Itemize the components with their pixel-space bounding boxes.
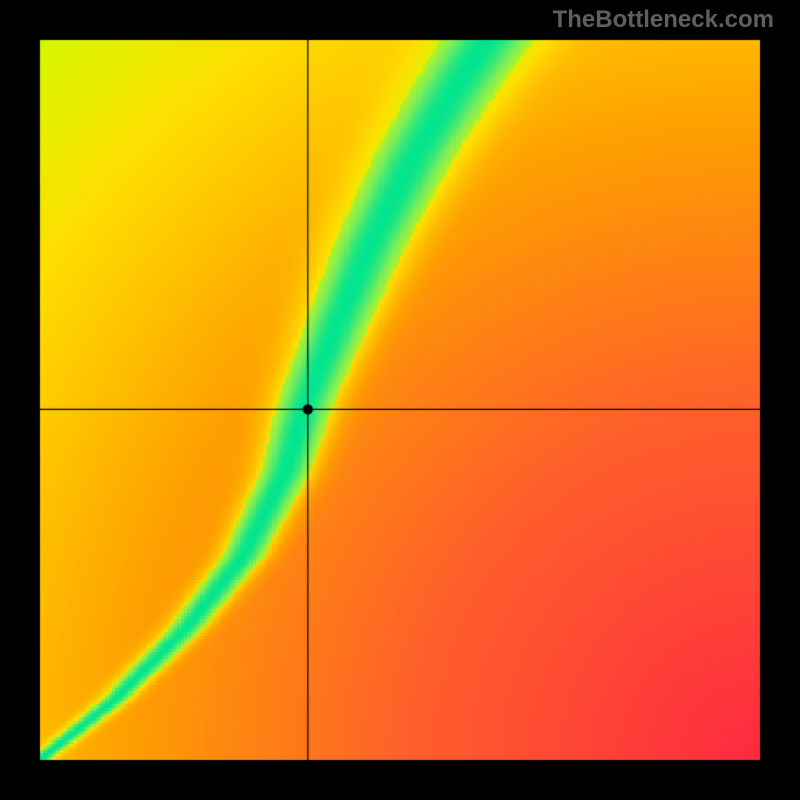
- watermark-text: TheBottleneck.com: [553, 6, 774, 34]
- bottleneck-heatmap: [0, 0, 800, 800]
- chart-container: TheBottleneck.com: [0, 0, 800, 800]
